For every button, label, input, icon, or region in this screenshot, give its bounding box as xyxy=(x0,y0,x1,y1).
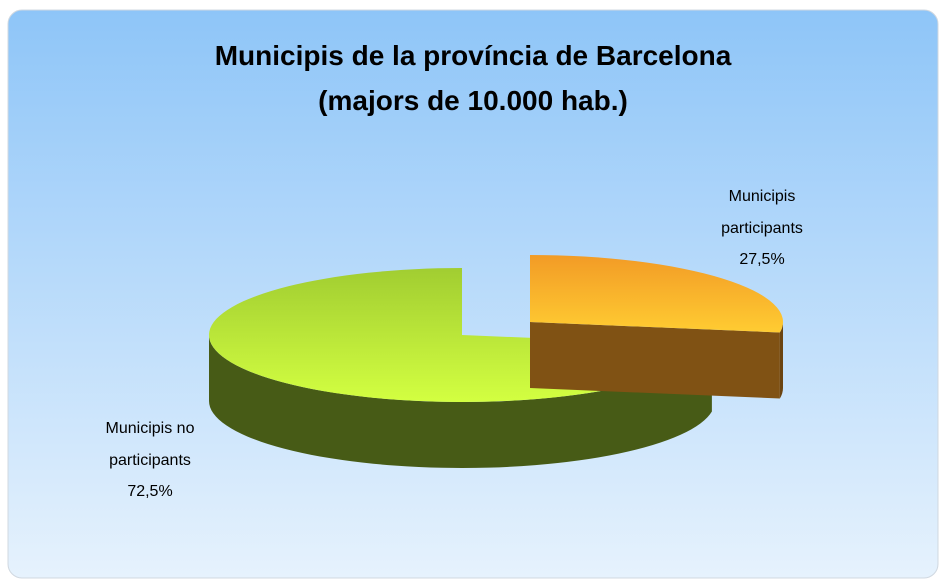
slice-label: Municipis participants xyxy=(721,188,803,237)
slice-side xyxy=(779,322,783,399)
slice-side xyxy=(209,335,712,468)
slice-value-label: 27,5% xyxy=(739,251,785,268)
chart-title: Municipis de la província de Barcelona xyxy=(215,40,732,71)
chart-background xyxy=(7,9,939,579)
slice-cut xyxy=(530,322,780,399)
slice-value-label: 72,5% xyxy=(127,483,173,500)
pie-slice xyxy=(530,255,783,399)
slice-top xyxy=(530,255,783,333)
slice-label: Municipis no participants xyxy=(105,420,195,469)
pie xyxy=(208,255,783,468)
chart-subtitle: (majors de 10.000 hab.) xyxy=(318,85,628,116)
